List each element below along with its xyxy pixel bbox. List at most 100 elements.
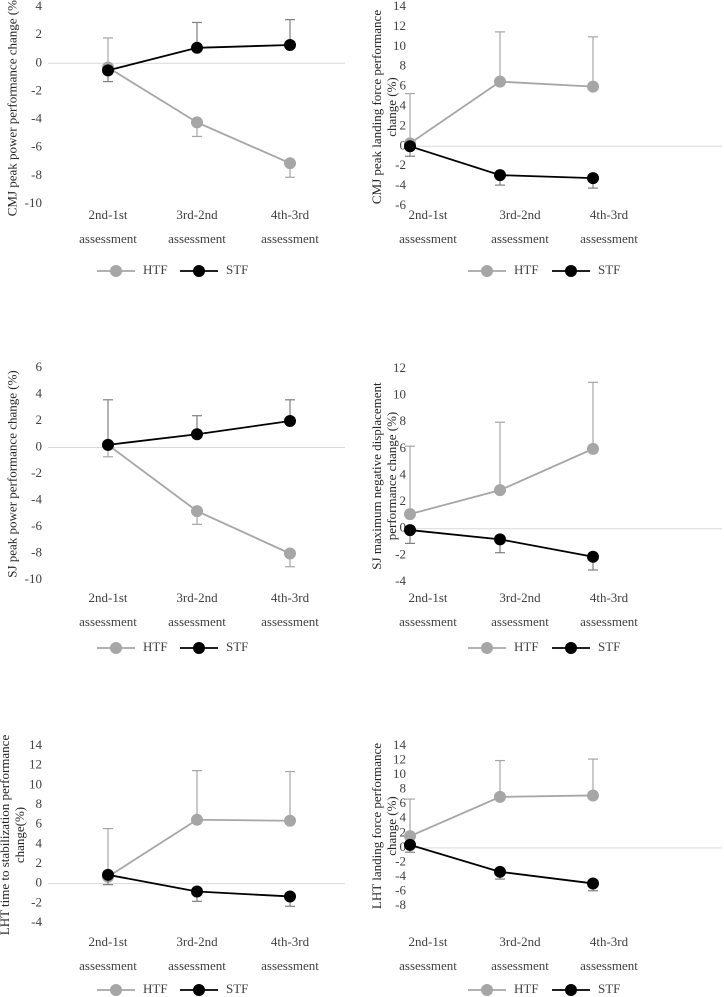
marker [284, 547, 296, 560]
marker [284, 38, 296, 51]
series-line [107, 66, 291, 165]
y-tick-label: 14 [393, 737, 407, 752]
y-tick-label: 0 [36, 875, 43, 890]
legend-label: HTF [514, 262, 539, 277]
x-tick-label: 2nd-1st assessment [399, 934, 457, 973]
y-tick-label: 4 [400, 810, 407, 825]
legend-label: STF [598, 639, 620, 654]
y-tick-label: 2 [400, 493, 407, 508]
marker [284, 890, 296, 903]
y-tick-label: 12 [393, 752, 406, 767]
y-tick-label: 8 [400, 781, 407, 796]
legend-label: HTF [514, 639, 539, 654]
x-tick-label: 4th-3rd assessment [580, 207, 638, 246]
legend-label: STF [226, 981, 248, 996]
y-axis-label: SJ peak power performance change (%) [4, 370, 20, 578]
y-tick-label: -2 [395, 157, 406, 172]
y-tick-label: 2 [400, 117, 407, 132]
y-tick-label: 10 [393, 38, 406, 53]
y-tick-label: -6 [31, 518, 42, 533]
marker [404, 508, 416, 521]
legend-marker [193, 642, 205, 654]
x-tick-label: 2nd-1st assessment [79, 207, 137, 246]
legend-marker [110, 984, 122, 996]
y-tick-label: 8 [400, 413, 407, 428]
y-tick-label: 10 [29, 776, 42, 791]
y-tick-label: 12 [393, 360, 406, 375]
y-tick-label: 12 [29, 757, 42, 772]
legend-marker [565, 265, 577, 277]
marker [102, 438, 114, 451]
marker [587, 80, 599, 93]
series-line [107, 818, 291, 878]
y-axis-label: LHT landing force performance change (%) [369, 742, 399, 910]
y-tick-label: -4 [31, 491, 42, 506]
legend-label: HTF [143, 262, 168, 277]
y-tick-label: 12 [393, 18, 406, 33]
x-tick-label: 4th-3rd assessment [580, 934, 638, 973]
y-tick-label: -8 [31, 167, 42, 182]
series-line [107, 444, 291, 555]
y-tick-label: 2 [36, 855, 43, 870]
legend-label: STF [226, 262, 248, 277]
y-tick-label: 0 [36, 438, 43, 453]
marker [494, 75, 506, 88]
marker [191, 885, 203, 898]
y-tick-label: 6 [400, 78, 407, 93]
marker [587, 789, 599, 802]
x-tick-label: 3rd-2nd assessment [491, 934, 549, 973]
marker [404, 524, 416, 537]
marker [284, 415, 296, 427]
y-tick-label: 10 [393, 766, 406, 781]
marker [102, 868, 114, 881]
series-line [409, 844, 594, 885]
legend-marker [481, 984, 493, 996]
series-line [409, 448, 594, 515]
x-tick-label: 4th-3rd assessment [261, 934, 319, 973]
y-tick-label: 4 [36, 835, 43, 850]
y-tick-label: 4 [36, 0, 43, 13]
y-tick-label: -8 [31, 544, 42, 559]
legend-label: STF [226, 639, 248, 654]
marker [494, 865, 506, 878]
y-tick-label: -2 [31, 465, 42, 480]
y-tick-label: 6 [400, 795, 407, 810]
marker [587, 550, 599, 563]
x-tick-label: 3rd-2nd assessment [491, 590, 549, 629]
y-tick-label: -2 [31, 894, 42, 909]
y-tick-label: -6 [395, 882, 406, 897]
marker [494, 790, 506, 803]
y-tick-label: -4 [31, 914, 42, 929]
y-tick-label: -10 [25, 195, 42, 210]
y-tick-label: -4 [31, 111, 42, 126]
y-tick-label: 6 [36, 359, 43, 374]
y-tick-label: 2 [36, 26, 43, 41]
legend-marker [481, 642, 493, 654]
y-tick-label: 0 [400, 137, 407, 152]
marker [587, 172, 599, 185]
y-tick-label: 2 [400, 824, 407, 839]
marker [284, 814, 296, 827]
legend-marker [565, 642, 577, 654]
y-tick-label: 0 [400, 839, 407, 854]
x-tick-label: 2nd-1st assessment [79, 590, 137, 629]
marker [404, 140, 416, 153]
x-tick-label: 3rd-2nd assessment [168, 207, 226, 246]
marker [191, 41, 203, 54]
x-tick-label: 3rd-2nd assessment [168, 590, 226, 629]
x-tick-label: 4th-3rd assessment [261, 590, 319, 629]
y-tick-label: -4 [395, 868, 406, 883]
marker [404, 830, 416, 843]
legend-marker [193, 984, 205, 996]
y-tick-label: 8 [400, 58, 407, 73]
marker [191, 813, 203, 826]
x-tick-label: 2nd-1st assessment [399, 590, 457, 629]
y-tick-label: 4 [400, 97, 407, 112]
y-tick-label: 14 [29, 737, 43, 752]
y-tick-label: 4 [400, 466, 407, 481]
legend-marker [110, 265, 122, 277]
legend-marker [565, 984, 577, 996]
y-tick-label: -4 [395, 573, 406, 588]
